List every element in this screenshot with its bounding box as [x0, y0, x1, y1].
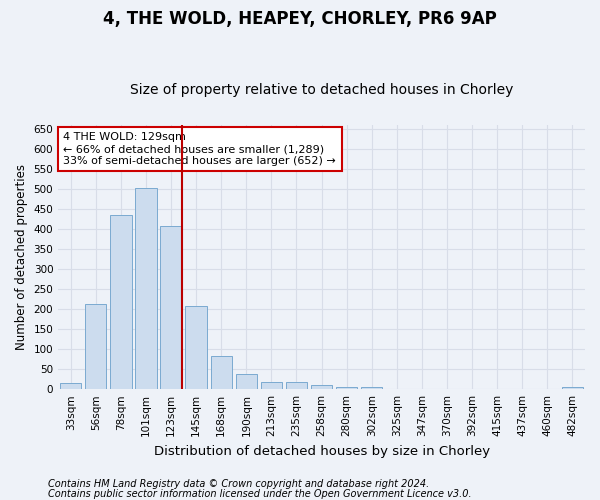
- Bar: [136, 188, 157, 389]
- Bar: [361, 387, 382, 389]
- Bar: [336, 387, 358, 389]
- Text: Contains HM Land Registry data © Crown copyright and database right 2024.: Contains HM Land Registry data © Crown c…: [48, 479, 429, 489]
- Bar: [211, 356, 232, 389]
- Bar: [85, 304, 106, 389]
- X-axis label: Distribution of detached houses by size in Chorley: Distribution of detached houses by size …: [154, 444, 490, 458]
- Bar: [562, 387, 583, 389]
- Bar: [185, 306, 207, 389]
- Text: 4 THE WOLD: 129sqm
← 66% of detached houses are smaller (1,289)
33% of semi-deta: 4 THE WOLD: 129sqm ← 66% of detached hou…: [64, 132, 336, 166]
- Y-axis label: Number of detached properties: Number of detached properties: [15, 164, 28, 350]
- Bar: [60, 383, 82, 389]
- Bar: [236, 374, 257, 389]
- Bar: [110, 215, 131, 389]
- Bar: [286, 382, 307, 389]
- Bar: [160, 226, 182, 389]
- Title: Size of property relative to detached houses in Chorley: Size of property relative to detached ho…: [130, 83, 513, 97]
- Bar: [261, 382, 282, 389]
- Bar: [311, 385, 332, 389]
- Text: 4, THE WOLD, HEAPEY, CHORLEY, PR6 9AP: 4, THE WOLD, HEAPEY, CHORLEY, PR6 9AP: [103, 10, 497, 28]
- Text: Contains public sector information licensed under the Open Government Licence v3: Contains public sector information licen…: [48, 489, 472, 499]
